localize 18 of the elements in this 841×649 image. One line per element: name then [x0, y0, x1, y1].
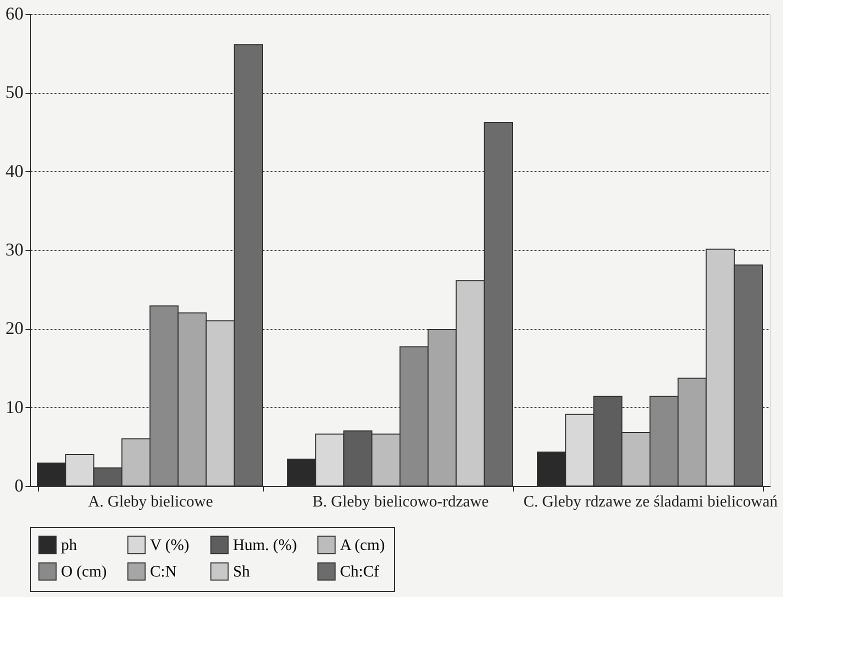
x-tick-label: B. Gleby bielicowo-rdzawe [312, 494, 489, 510]
legend-label: C:N [150, 564, 178, 580]
legend-label: O (cm) [61, 564, 107, 580]
y-tick-label: 30 [6, 240, 24, 260]
x-tick-label: C. Gleby rdzawe ze śladami bielicowań [523, 494, 778, 510]
legend-label: ph [61, 536, 77, 554]
y-tick-label: 50 [6, 82, 24, 102]
legend-label: A (cm) [340, 536, 385, 554]
x-tick-label: A. Gleby bielicowe [88, 494, 213, 510]
y-tick-label: 60 [6, 4, 24, 24]
legend-label: Sh [233, 564, 250, 580]
legend-label: Hum. (%) [233, 536, 297, 554]
legend-label: V (%) [150, 536, 190, 554]
y-tick-label: 40 [6, 160, 24, 181]
legend-label: Ch:Cf [340, 564, 380, 580]
y-tick-label: 10 [6, 396, 24, 417]
y-tick-label: 20 [6, 318, 24, 338]
y-tick-label: 0 [14, 476, 24, 496]
